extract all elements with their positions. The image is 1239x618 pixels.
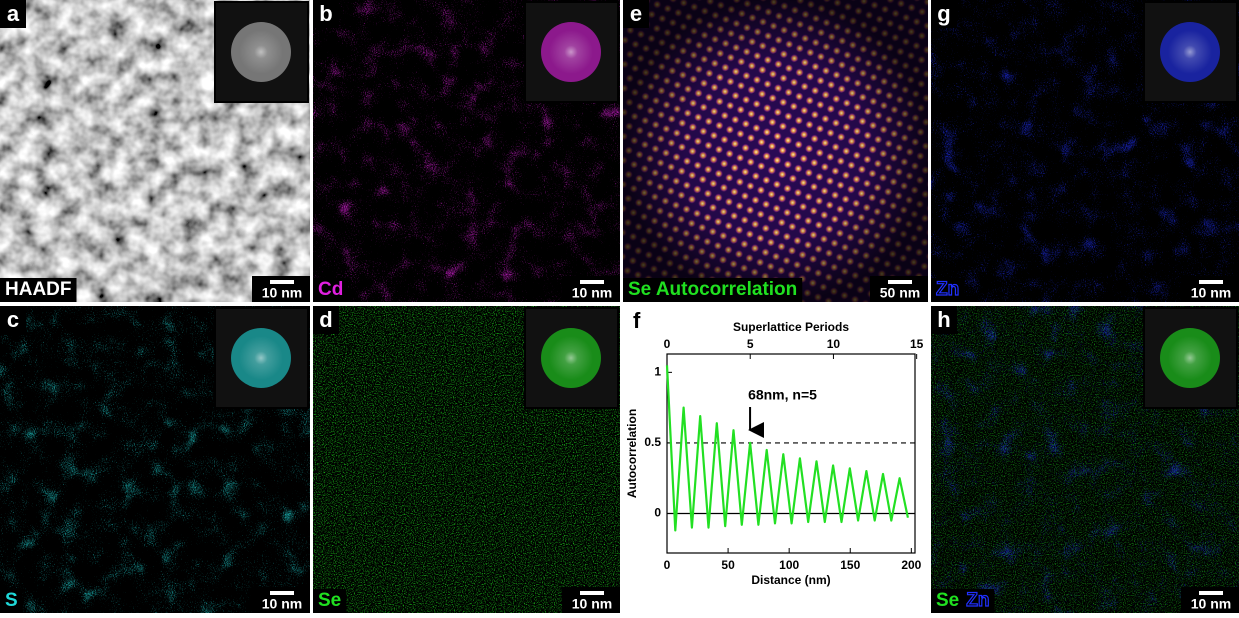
scale-bar (1199, 591, 1223, 595)
panel-letter: c (7, 307, 19, 332)
panel-letter: h (937, 307, 950, 332)
scale-label: 10 nm (572, 596, 612, 612)
x-tick-label: 50 (721, 558, 735, 572)
scale-bar (888, 280, 912, 284)
scale-bar (1199, 280, 1223, 284)
scale-bar (580, 591, 604, 595)
image-panel: c S 10 nm (0, 306, 310, 613)
y-axis-title: Autocorrelation (625, 409, 639, 498)
x-tick-label: 200 (901, 558, 921, 572)
x-tick-label: 0 (664, 558, 671, 572)
scale-label: 10 nm (1191, 285, 1231, 301)
y-tick-label: 0 (654, 506, 661, 520)
fft-center (1168, 30, 1212, 74)
y-tick-label: 0.5 (644, 435, 661, 449)
x2-tick-label: 0 (664, 337, 671, 351)
x-tick-label: 100 (779, 558, 799, 572)
figure: aHAADF10 nmbCd10 nmeSe Autocorrelation50… (0, 0, 1239, 613)
image-panel: h Se Zn 10 nm (931, 306, 1239, 613)
scale-label: 50 nm (880, 285, 920, 301)
image-panel: a HAADF 10 nm (0, 0, 310, 302)
panel-letter: f (633, 308, 641, 333)
lattice-fade (623, 0, 928, 302)
scale-bar (580, 280, 604, 284)
image-panel: d Se 10 nm (313, 306, 620, 613)
annotation: 68nm, n=5 (748, 387, 817, 403)
x2-tick-label: 15 (910, 337, 924, 351)
panel-label-2: Zn (966, 590, 989, 611)
x2-tick-label: 10 (827, 337, 841, 351)
scale-label: 10 nm (262, 285, 302, 301)
x-tick-label: 150 (840, 558, 860, 572)
scale-label: 10 nm (572, 285, 612, 301)
image-panel: e Se Autocorrelation 50 nm (623, 0, 928, 302)
fft-center (549, 336, 593, 380)
panel-label: Se Autocorrelation (628, 279, 797, 300)
fft-center (549, 30, 593, 74)
image-panel: b Cd 10 nm (313, 0, 620, 302)
image-panel: g Zn 10 nm (931, 0, 1239, 302)
fft-center (239, 336, 283, 380)
scale-label: 10 nm (262, 596, 302, 612)
fft-center (239, 30, 283, 74)
panel-label: Cd (318, 279, 343, 300)
panel-label: Zn (936, 279, 959, 300)
panel-label: Se (936, 590, 959, 611)
panel-label: Se (318, 590, 341, 611)
scale-label: 10 nm (1191, 596, 1231, 612)
scale-bar (270, 591, 294, 595)
panel-letter: b (319, 1, 332, 26)
y-tick-label: 1 (654, 365, 661, 379)
x-axis-title: Distance (nm) (751, 573, 830, 587)
scale-bar (270, 280, 294, 284)
x2-tick-label: 5 (747, 337, 754, 351)
panel-letter: e (630, 1, 642, 26)
panel-letter: d (319, 307, 332, 332)
panel-label: HAADF (5, 279, 72, 300)
panel-label: S (5, 590, 18, 611)
fft-center (1168, 336, 1212, 380)
panel-letter: g (937, 1, 950, 26)
x2-axis-title: Superlattice Periods (733, 320, 849, 334)
panel-letter: a (7, 1, 20, 26)
